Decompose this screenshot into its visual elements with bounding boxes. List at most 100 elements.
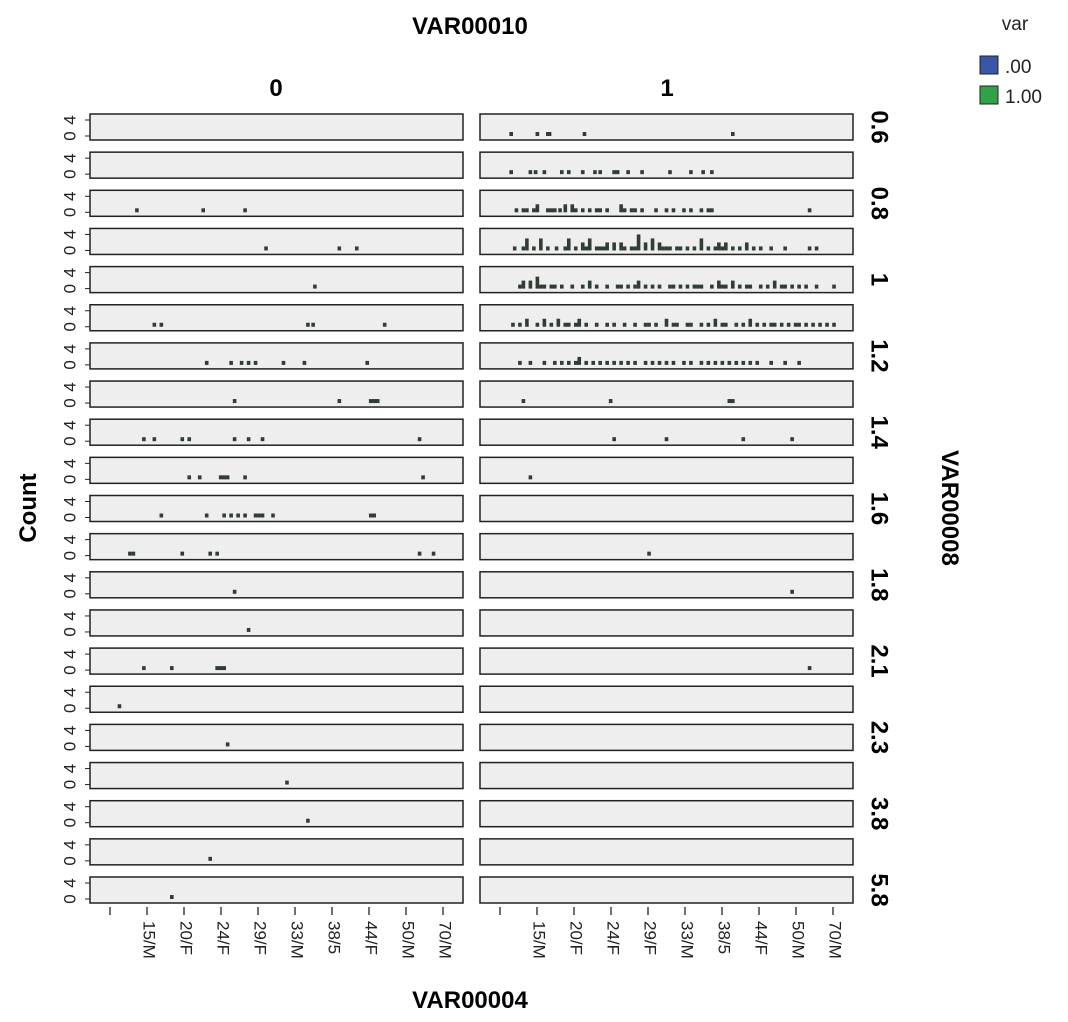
legend-label-100: 1.00 — [1005, 87, 1042, 108]
histogram-bar — [692, 246, 697, 251]
y-tick-label: 0 — [61, 742, 80, 751]
histogram-bar — [542, 170, 547, 175]
y-tick-label: 0 — [61, 475, 80, 484]
y-tick-label: 4 — [61, 382, 80, 391]
facet-panel-r16-c0 — [89, 723, 464, 752]
x-tick-label: 70/M — [826, 921, 845, 959]
histogram-bar — [368, 399, 373, 404]
histogram-bar — [717, 242, 721, 251]
histogram-bar — [509, 132, 513, 136]
y-tick-label: 4 — [61, 115, 80, 124]
histogram-bar — [532, 208, 536, 213]
facet-panel-r12-c1 — [479, 571, 854, 599]
histogram-bar — [542, 360, 547, 365]
x-tick-label: 29/F — [641, 921, 660, 955]
histogram-bar — [724, 242, 728, 251]
histogram-bar — [699, 238, 704, 251]
histogram-bar — [612, 242, 616, 251]
histogram-bar — [731, 246, 735, 251]
y-tick-label: 0 — [61, 665, 80, 674]
histogram-bar — [253, 513, 258, 518]
y-tick-label: 0 — [61, 436, 80, 445]
histogram-bar — [521, 399, 526, 404]
histogram-bar — [629, 208, 634, 213]
histogram-bar — [668, 246, 672, 251]
histogram-bar — [605, 322, 609, 327]
histogram-bar — [215, 666, 219, 671]
histogram-bar — [246, 627, 251, 632]
histogram-bar — [372, 513, 377, 518]
histogram-bar — [539, 284, 543, 289]
histogram-bar — [664, 246, 669, 251]
histogram-bar — [605, 360, 609, 365]
histogram-bar — [612, 437, 616, 442]
facet-panel-r9-c1 — [479, 456, 854, 485]
histogram-bar — [675, 322, 679, 327]
facet-panel-r9-c0 — [89, 456, 464, 485]
facet-panel-r8-c0 — [89, 418, 464, 446]
histogram-bar — [699, 284, 704, 289]
histogram-bar — [306, 322, 310, 327]
histogram-bar — [744, 242, 749, 251]
y-axis-title: Count — [15, 473, 42, 542]
y-tick-label: 0 — [61, 131, 80, 140]
y-tick-label: 0 — [61, 894, 80, 903]
row-facet-label: 2.1 — [866, 644, 893, 677]
histogram-bar — [724, 284, 728, 289]
histogram-bar — [629, 246, 634, 251]
histogram-bar — [779, 284, 784, 289]
histogram-bar — [605, 242, 609, 251]
histogram-bar — [804, 284, 808, 289]
histogram-bar — [626, 170, 630, 175]
column-facet-label-1: 1 — [660, 75, 673, 102]
row-facet-label: 1.8 — [866, 568, 893, 601]
histogram-bar — [650, 284, 655, 289]
histogram-bar — [755, 360, 760, 365]
histogram-bar — [528, 475, 533, 480]
histogram-bar — [577, 356, 582, 365]
histogram-bar — [643, 360, 648, 365]
x-tick-label: 50/M — [399, 921, 418, 959]
histogram-bar — [811, 322, 815, 327]
histogram-bar — [783, 360, 787, 365]
histogram-bar — [793, 322, 798, 327]
histogram-bar — [633, 284, 637, 289]
histogram-bar — [421, 475, 425, 480]
histogram-bar — [706, 246, 711, 251]
histogram-bar — [619, 242, 623, 251]
histogram-bar — [229, 513, 233, 518]
facet-panel-r16-c1 — [479, 723, 854, 752]
histogram-bar — [619, 204, 623, 213]
histogram-bar — [710, 208, 714, 213]
histogram-bar — [713, 360, 718, 365]
histogram-bar — [584, 246, 589, 251]
histogram-bar — [790, 437, 794, 442]
histogram-bar — [232, 437, 237, 442]
histogram-bar — [622, 322, 627, 327]
histogram-bar — [246, 437, 251, 442]
histogram-bar — [525, 208, 529, 213]
x-tick-label: 44/F — [362, 921, 381, 955]
facet-panel-r17-c1 — [479, 761, 854, 790]
x-tick-label: 15/M — [530, 921, 549, 959]
histogram-bar — [236, 513, 240, 518]
histogram-bar — [699, 360, 704, 365]
y-tick-label: 0 — [61, 856, 80, 865]
facet-panel-r8-c1 — [479, 418, 854, 446]
histogram-bar — [222, 475, 226, 480]
histogram-bar — [675, 246, 679, 251]
histogram-bar — [772, 322, 777, 327]
y-tick-label: 4 — [61, 497, 80, 506]
histogram-bar — [734, 360, 739, 365]
histogram-bar — [549, 208, 554, 213]
histogram-bar — [622, 208, 627, 213]
x-tick-label: 50/M — [789, 921, 808, 959]
row-facet-label: 1.6 — [866, 492, 893, 525]
histogram-bar — [797, 284, 801, 289]
histogram-bar — [769, 246, 773, 251]
x-tick-label: 70/M — [436, 921, 455, 959]
histogram-bar — [727, 360, 732, 365]
histogram-bar — [337, 399, 342, 404]
histogram-bar — [689, 170, 693, 175]
histogram-bar — [755, 322, 760, 327]
